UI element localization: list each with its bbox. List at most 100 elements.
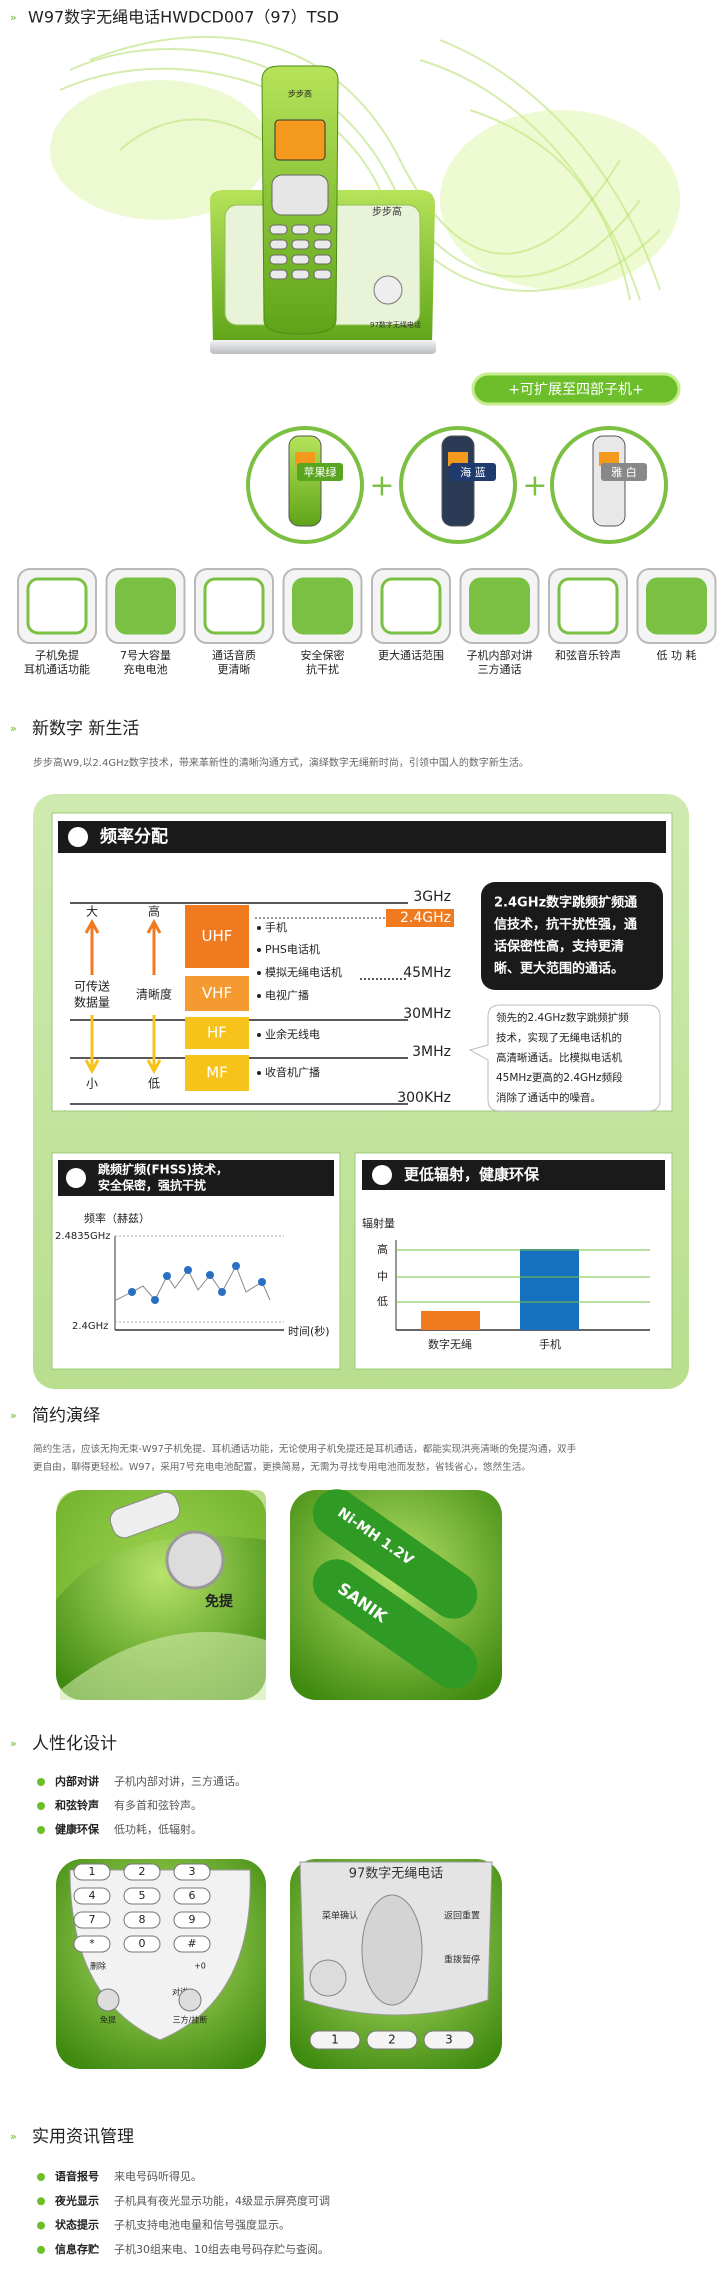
bubble-text: 消除了通话中的噪音。 xyxy=(496,1091,601,1104)
feature-label: 抗干扰 xyxy=(306,662,339,676)
section-text: 步步高W9,以2.4GHz数字技术，带来革新性的清晰沟通方式，演绎数字无绳新时尚… xyxy=(33,756,529,769)
panel-label: 返回重置 xyxy=(444,1910,480,1922)
arrow-head xyxy=(84,1059,100,1075)
key-label: 2 xyxy=(139,1865,146,1878)
key xyxy=(73,1911,111,1929)
bar-label: 手机 xyxy=(539,1337,561,1351)
photo-label: 免提 xyxy=(205,1593,234,1610)
page-title: W97数字无绳电话HWDCD007（97）TSD xyxy=(28,8,339,27)
item-dot xyxy=(257,948,261,952)
key xyxy=(123,1887,161,1905)
key xyxy=(123,1935,161,1953)
feature-icon-inner xyxy=(203,577,265,635)
key-label: * xyxy=(89,1937,95,1950)
bottom-label: 2.4GHz xyxy=(72,1321,108,1332)
feature-icon-inner xyxy=(26,577,88,635)
section-title: 简约演绎 xyxy=(32,1406,100,1426)
hero-glow xyxy=(440,110,680,290)
key-label: 5 xyxy=(139,1889,146,1902)
key-label: 1 xyxy=(331,2033,339,2047)
plus: + xyxy=(522,469,547,504)
freq-value: 30MHz xyxy=(403,1006,451,1022)
color-name: 雅 白 xyxy=(611,465,637,479)
band xyxy=(185,905,249,968)
fhss-title: 跳频扩频(FHSS)技术， xyxy=(98,1162,228,1177)
list-bullet xyxy=(37,2197,45,2206)
dark-box-text: 晰、更大范围的通话。 xyxy=(494,961,624,977)
key xyxy=(73,1887,111,1905)
list-bullet xyxy=(37,2221,45,2230)
title-icon xyxy=(68,827,88,847)
band-label: VHF xyxy=(202,984,232,1002)
freq-item: 业余无线电 xyxy=(265,1027,320,1041)
panel-label: 菜单确认 xyxy=(322,1910,358,1922)
color-tag xyxy=(450,463,496,481)
scale-bottom: 低 xyxy=(148,1077,160,1091)
list-bullet xyxy=(37,2173,45,2181)
scale-label: 清晰度 xyxy=(136,987,172,1002)
scale-bottom: 小 xyxy=(86,1077,98,1091)
list-desc: 有多首和弦铃声。 xyxy=(114,1798,202,1812)
scale-top: 大 xyxy=(86,905,98,919)
freq-item: 手机 xyxy=(265,920,287,934)
feature-icon-inner xyxy=(115,577,176,635)
fhss-plot xyxy=(114,1235,284,1331)
key xyxy=(173,1863,211,1881)
key-label: 6 xyxy=(189,1889,196,1902)
highlight xyxy=(386,909,454,927)
arrow-head xyxy=(84,918,100,934)
brand: 步步高 xyxy=(372,205,402,218)
key-label: 1 xyxy=(89,1865,96,1878)
freq-diagram: 3GHz 2.4GHz 45MHz 30MHz 3MHz 300KHz UHF VHF HF MF… xyxy=(70,882,663,1112)
list-term: 语音报号 xyxy=(55,2169,99,2183)
feature-label: 更清晰 xyxy=(218,663,251,676)
list-term: 夜光显示 xyxy=(54,2193,99,2207)
badge xyxy=(471,372,681,406)
item-dot xyxy=(257,1071,261,1075)
bullet: » xyxy=(10,1409,17,1422)
feature-list: 语音报号 来电号码听得见。夜光显示 子机具有夜光显示功能，4级显示屏亮度可调状态提示… xyxy=(37,2169,330,2256)
freq-value: 3MHz xyxy=(412,1044,451,1060)
screen-thumb xyxy=(295,452,315,466)
color-tag xyxy=(601,463,647,481)
list-term: 信息存贮 xyxy=(55,2242,99,2256)
key xyxy=(173,1887,211,1905)
key-label: 4 xyxy=(89,1889,96,1902)
x-label: 时间(秒) xyxy=(288,1324,330,1338)
bar-label: 数字无绳 xyxy=(428,1337,472,1351)
feature-icon-inner xyxy=(380,577,442,635)
dark-box-text: 话保密性高，支持更清 xyxy=(494,939,624,955)
key-label: # xyxy=(187,1937,196,1950)
model-label: 97数字无绳电话 xyxy=(370,320,421,329)
list-term: 状态提示 xyxy=(55,2218,99,2232)
radiation-title: 更低辐射，健康环保 xyxy=(404,1166,540,1184)
feature-icon-inner xyxy=(557,577,619,635)
handset-brand: 步步高 xyxy=(288,89,312,99)
title-bar xyxy=(362,1160,665,1190)
list-desc: 子机30组来电、10组去电号码存贮与查阅。 xyxy=(114,2242,329,2256)
color-name: 苹果绿 xyxy=(304,465,337,479)
key-label: 8 xyxy=(139,1913,146,1926)
feature-icon-inner xyxy=(292,577,353,635)
panel-label: 重拨暂停 xyxy=(444,1954,480,1966)
freq-item: PHS电话机 xyxy=(265,942,320,956)
y-label: 辐射量 xyxy=(362,1216,395,1230)
dark-box xyxy=(481,882,663,990)
list-desc: 子机具有夜光显示功能，4级显示屏亮度可调 xyxy=(114,2193,330,2207)
fhss-title: 安全保密，强抗干扰 xyxy=(98,1178,206,1193)
key xyxy=(423,2030,475,2050)
list-term: 内部对讲 xyxy=(55,1774,99,1788)
band xyxy=(185,976,249,1011)
key-label: 2 xyxy=(388,2033,396,2047)
feature-label: 三方通话 xyxy=(478,662,522,676)
arrow-head xyxy=(146,1059,162,1075)
list-desc: 来电号码听得见。 xyxy=(114,2170,202,2183)
title-bar xyxy=(58,1160,334,1196)
bullet: » xyxy=(10,722,17,735)
list-bullet xyxy=(37,2245,45,2254)
bubble-text: 技术，实现了无绳电话机的 xyxy=(496,1031,622,1044)
list-bullet xyxy=(37,1826,45,1834)
